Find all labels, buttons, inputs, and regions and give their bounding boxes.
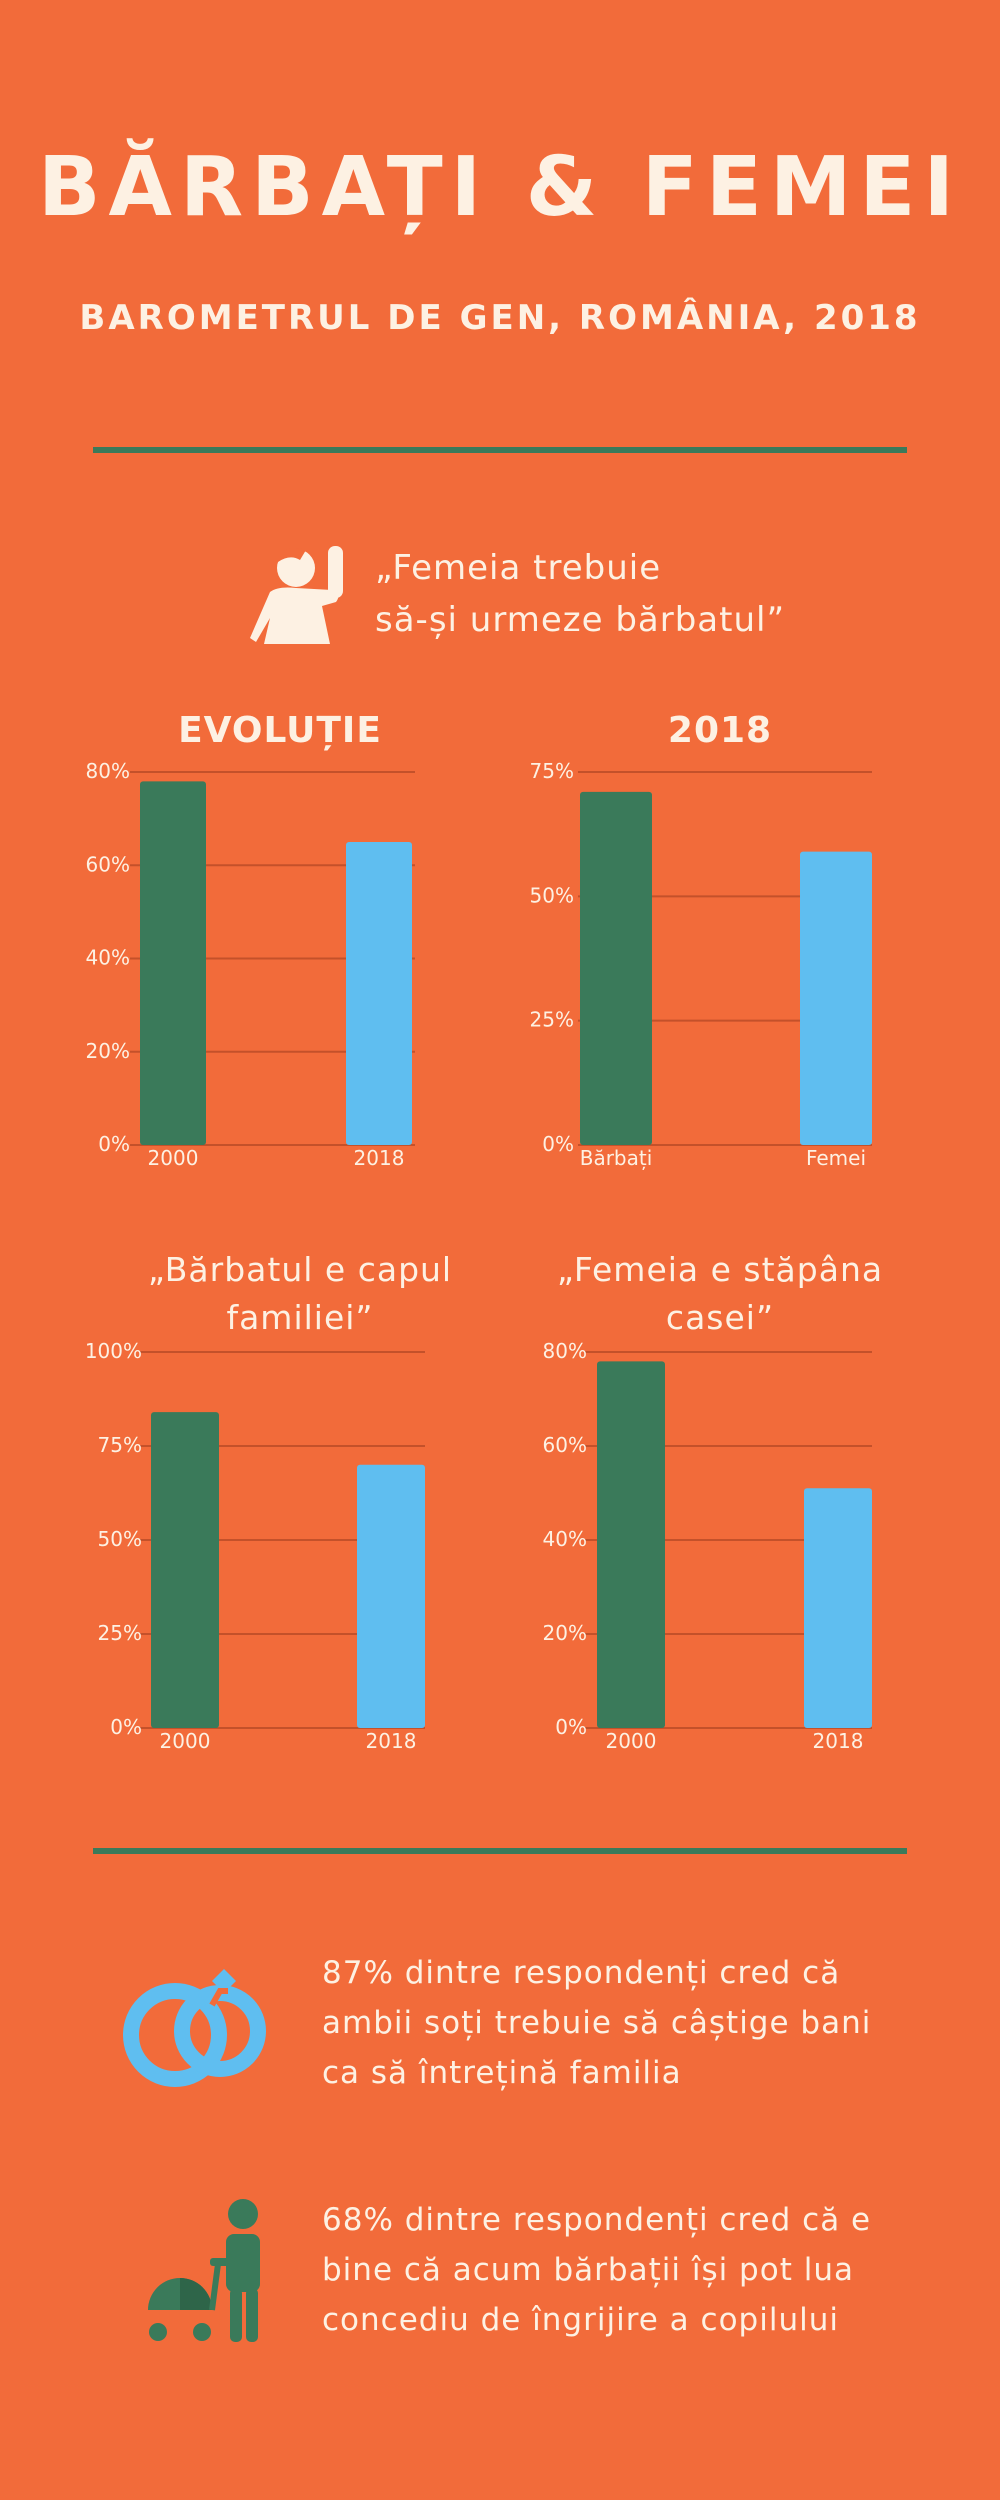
chart-3-ytick-label: 50% xyxy=(98,1527,142,1551)
chart-1-title: EVOLUȚIE xyxy=(178,710,382,751)
chart-4-ytick-label: 60% xyxy=(543,1433,587,1457)
bottom-divider xyxy=(93,1848,907,1854)
chart-2-ytick-label: 50% xyxy=(530,883,574,907)
chart-3-ytick-label: 75% xyxy=(98,1433,142,1457)
chart-1-ytick-label: 40% xyxy=(86,946,130,970)
fact-2-line-3: concediu de îngrijire a copilului xyxy=(322,2302,839,2338)
chart-1-ytick-label: 80% xyxy=(86,759,130,783)
chart-3-xtick-label: 2018 xyxy=(366,1729,417,1753)
chart-1-ytick-label: 20% xyxy=(86,1039,130,1063)
top-divider xyxy=(93,447,907,453)
chart-4-title-line-2: casei” xyxy=(665,1298,775,1337)
fact-1: 87% dintre respondenți cred că ambii soț… xyxy=(322,1948,922,2098)
chart-4-bar-2018 xyxy=(804,1488,872,1728)
chart-2-title: 2018 xyxy=(667,710,773,751)
fact-1-line-2: ambii soți trebuie să câștige bani xyxy=(322,2005,872,2041)
chart-1-bar-2000 xyxy=(140,781,206,1145)
wedding-rings-icon xyxy=(123,1969,266,2087)
page-subtitle: BAROMETRUL DE GEN, ROMÂNIA, 2018 xyxy=(79,298,921,338)
chart-3-xtick-label: 2000 xyxy=(160,1729,211,1753)
chart-4-title-line-1: „Femeia e stăpâna xyxy=(556,1250,884,1289)
chart-4-title: „Femeia e stăpâna casei” xyxy=(540,1246,900,1342)
chart-3-bar-2000 xyxy=(151,1412,219,1728)
fact-2: 68% dintre respondenți cred că e bine că… xyxy=(322,2195,922,2345)
person-waving-icon xyxy=(250,546,343,644)
chart-1-ytick-label: 0% xyxy=(98,1132,130,1156)
fact-2-line-1: 68% dintre respondenți cred că e xyxy=(322,2202,872,2238)
fact-1-line-1: 87% dintre respondenți cred că xyxy=(322,1955,841,1991)
chart-4-xtick-label: 2018 xyxy=(813,1729,864,1753)
chart-4-ytick-label: 80% xyxy=(543,1339,587,1363)
chart-3-title-line-1: „Bărbatul e capul xyxy=(147,1250,453,1289)
chart-3-title: „Bărbatul e capul familiei” xyxy=(120,1246,480,1342)
fact-2-line-2: bine că acum bărbații își pot lua xyxy=(322,2252,854,2288)
main-quote-line-2: să-și urmeze bărbatul” xyxy=(375,600,786,640)
chart-4-ytick-label: 40% xyxy=(543,1527,587,1551)
chart-1-xtick-label: 2018 xyxy=(354,1146,405,1170)
fact-1-line-3: ca să întrețină familia xyxy=(322,2055,682,2091)
chart-1-xtick-label: 2000 xyxy=(148,1146,199,1170)
chart-3-title-line-2: familiei” xyxy=(226,1298,374,1337)
chart-2-ytick-label: 0% xyxy=(542,1132,574,1156)
chart-2-xtick-label: Bărbați xyxy=(580,1146,653,1170)
main-quote: „Femeia trebuie să-și urmeze bărbatul” xyxy=(375,542,875,646)
chart-2-ytick-label: 25% xyxy=(530,1008,574,1032)
chart-1-ytick-label: 60% xyxy=(86,852,130,876)
chart-4-xtick-label: 2000 xyxy=(606,1729,657,1753)
chart-3-ytick-label: 100% xyxy=(85,1339,142,1363)
chart-3-ytick-label: 0% xyxy=(110,1715,142,1739)
chart-2-bar-Femei xyxy=(800,851,872,1145)
chart-3-bar-2018 xyxy=(357,1464,425,1728)
chart-4-ytick-label: 0% xyxy=(555,1715,587,1739)
chart-3-ytick-label: 25% xyxy=(98,1621,142,1645)
chart-2-bar-Bărbați xyxy=(580,791,652,1145)
chart-1-bar-2018 xyxy=(346,841,412,1145)
chart-2-ytick-label: 75% xyxy=(530,759,574,783)
chart-4-bar-2000 xyxy=(597,1361,665,1728)
main-quote-line-1: „Femeia trebuie xyxy=(375,548,662,588)
chart-4-ytick-label: 20% xyxy=(543,1621,587,1645)
parent-with-stroller-icon xyxy=(148,2199,260,2342)
page-title: BĂRBAȚI & FEMEI xyxy=(38,140,962,235)
chart-2-xtick-label: Femei xyxy=(806,1146,866,1170)
